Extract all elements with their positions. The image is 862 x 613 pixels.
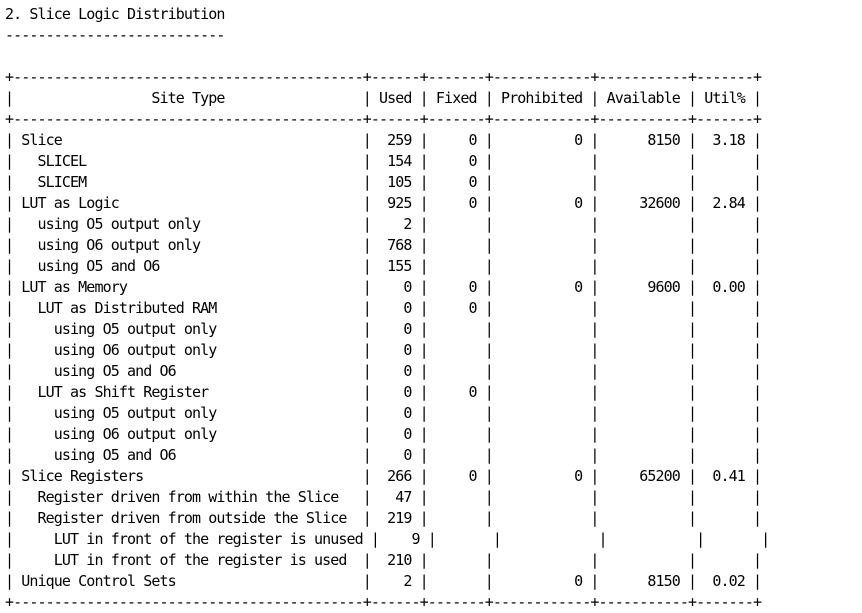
table-border-top: +---------------------------------------…: [5, 68, 762, 86]
table-row: | LUT as Distributed RAM | 0 | 0 | | | |: [5, 299, 762, 317]
table-row: | using O5 and O6 | 0 | | | | |: [5, 446, 762, 464]
utilization-report: 2. Slice Logic Distribution -------------…: [5, 4, 770, 613]
table-row: | LUT as Logic | 925 | 0 | 0 | 32600 | 2…: [5, 194, 762, 212]
table-row: | LUT as Shift Register | 0 | 0 | | | |: [5, 383, 762, 401]
table-row: | LUT as Memory | 0 | 0 | 0 | 9600 | 0.0…: [5, 278, 762, 296]
table-border-bottom: +---------------------------------------…: [5, 593, 762, 611]
table-row: | Register driven from within the Slice …: [5, 488, 762, 506]
table-header-row: | Site Type | Used | Fixed | Prohibited …: [5, 89, 762, 107]
section-title: 2. Slice Logic Distribution: [5, 5, 225, 23]
table-row: | using O6 output only | 0 | | | | |: [5, 425, 762, 443]
table-row: | using O6 output only | 768 | | | | |: [5, 236, 762, 254]
table-row: | Slice | 259 | 0 | 0 | 8150 | 3.18 |: [5, 131, 762, 149]
table-row: | SLICEM | 105 | 0 | | | |: [5, 173, 762, 191]
table-row: | Register driven from outside the Slice…: [5, 509, 762, 527]
table-header-separator: +---------------------------------------…: [5, 110, 762, 128]
table-row: | using O5 output only | 0 | | | | |: [5, 404, 762, 422]
table-row: | Slice Registers | 266 | 0 | 0 | 65200 …: [5, 467, 762, 485]
table-row: | using O6 output only | 0 | | | | |: [5, 341, 762, 359]
table-row: | using O5 and O6 | 0 | | | | |: [5, 362, 762, 380]
table-row: | using O5 output only | 2 | | | | |: [5, 215, 762, 233]
table-row: | LUT in front of the register is used |…: [5, 551, 762, 569]
table-body: | Slice | 259 | 0 | 0 | 8150 | 3.18 | | S…: [5, 130, 770, 592]
table-row: | using O5 output only | 0 | | | | |: [5, 320, 762, 338]
table-row: | LUT in front of the register is unused…: [5, 530, 770, 548]
table-row: | using O5 and O6 | 155 | | | | |: [5, 257, 762, 275]
blank-line: [5, 46, 769, 67]
table-row: | Unique Control Sets | 2 | | 0 | 8150 |…: [5, 572, 762, 590]
table-row: | SLICEL | 154 | 0 | | | |: [5, 152, 762, 170]
title-underline: ---------------------------: [5, 26, 225, 44]
